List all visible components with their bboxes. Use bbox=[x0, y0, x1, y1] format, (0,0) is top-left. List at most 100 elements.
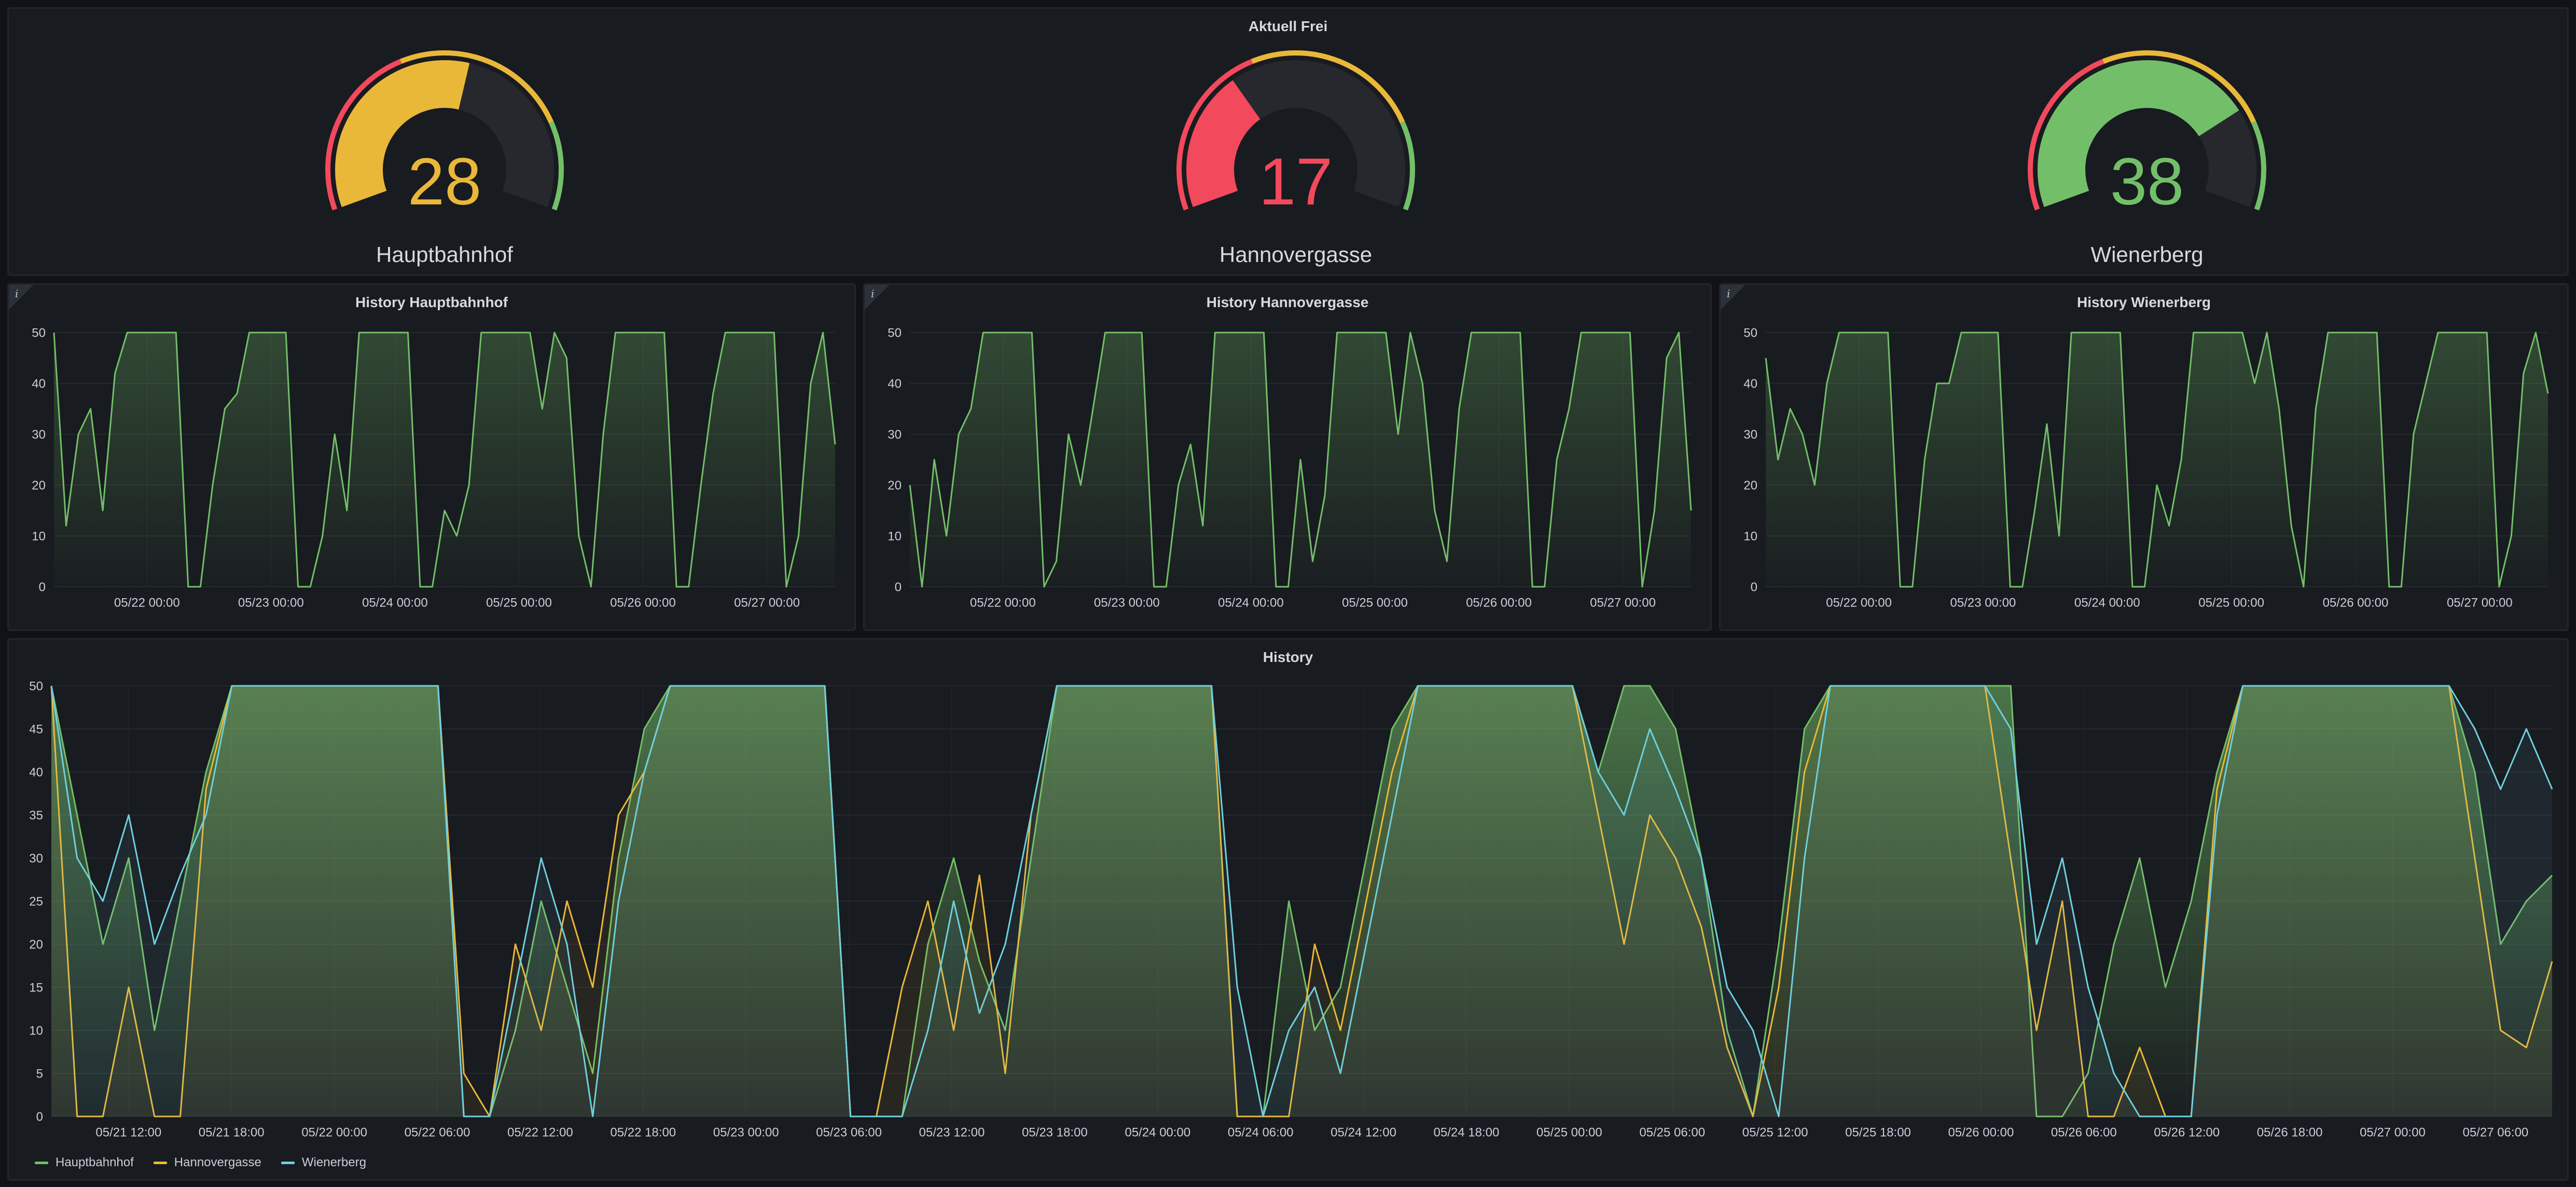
x-tick-label: 05/27 00:00 bbox=[734, 596, 800, 610]
gauge-threshold-2 bbox=[2251, 121, 2266, 211]
series-line-hannovergasse[interactable] bbox=[50, 685, 2553, 1117]
x-tick-label: 05/25 12:00 bbox=[1742, 1125, 1808, 1139]
y-tick-label: 0 bbox=[39, 580, 46, 594]
history-chart-main[interactable]: 0 5 10 15 20 25 30 35 40 45 50 05/21 12:00 05/21 18:… bbox=[7, 638, 2569, 1181]
gauge-label: Hauptbahnhof bbox=[376, 242, 513, 267]
legend-label: Hannovergasse bbox=[174, 1155, 261, 1169]
history-panel-wienerberg[interactable]: i History Wienerberg 0 10 20 30 40 50 05/22 00… bbox=[1719, 283, 2569, 631]
y-tick-label: 20 bbox=[1743, 478, 1757, 492]
info-icon[interactable]: i bbox=[1721, 285, 1746, 310]
x-tick-label: 05/24 00:00 bbox=[362, 596, 428, 610]
y-tick-label: 35 bbox=[29, 808, 43, 822]
y-tick-label: 10 bbox=[32, 529, 46, 543]
info-icon[interactable]: i bbox=[9, 285, 34, 310]
x-tick-label: 05/25 00:00 bbox=[1536, 1125, 1602, 1139]
y-tick-label: 0 bbox=[36, 1110, 43, 1124]
series-area-wienerberg bbox=[51, 686, 2552, 1116]
x-tick-label: 05/25 18:00 bbox=[1845, 1125, 1911, 1139]
panel-title: Aktuell Frei bbox=[1248, 18, 1328, 34]
x-tick-label: 05/26 18:00 bbox=[2257, 1125, 2323, 1139]
x-tick-label: 05/27 00:00 bbox=[2447, 596, 2513, 610]
series-line-wienerberg[interactable] bbox=[50, 685, 2553, 1117]
gauge-label: Hannovergasse bbox=[1219, 242, 1373, 267]
gauge-fill bbox=[1186, 80, 1261, 208]
y-tick-label: 20 bbox=[29, 937, 43, 951]
legend-item-hannovergasse[interactable]: Hannovergasse bbox=[153, 1155, 261, 1170]
y-tick-label: 30 bbox=[888, 427, 902, 441]
x-tick-label: 05/25 00:00 bbox=[2198, 596, 2264, 610]
legend-swatch bbox=[35, 1161, 48, 1164]
x-tick-label: 05/21 12:00 bbox=[95, 1125, 161, 1139]
gauge-threshold-1 bbox=[2102, 50, 2256, 123]
y-tick-label: 20 bbox=[32, 478, 46, 492]
gauge-arc bbox=[325, 50, 564, 211]
y-tick-label: 40 bbox=[32, 377, 46, 391]
x-tick-label: 05/26 00:00 bbox=[1948, 1125, 2014, 1139]
panel-title: History Hauptbahnhof bbox=[355, 294, 508, 310]
gauge-fill bbox=[335, 60, 470, 208]
panel-title: History bbox=[1263, 649, 1313, 665]
y-tick-label: 0 bbox=[895, 580, 902, 594]
gauge-value: 28 bbox=[407, 145, 482, 219]
x-tick-label: 05/23 00:00 bbox=[1950, 596, 2016, 610]
history-panel-hannovergasse[interactable]: i History Hannovergasse 0 10 20 30 40 50 05/22… bbox=[863, 283, 1712, 631]
gauge-threshold-0 bbox=[2028, 59, 2104, 211]
history-panel-main[interactable]: History 0 5 10 15 20 25 30 35 40 45 50 05/21 12:00 0… bbox=[7, 638, 2569, 1181]
y-tick-label: 50 bbox=[32, 326, 46, 340]
y-tick-label: 15 bbox=[29, 981, 43, 995]
x-tick-label: 05/22 06:00 bbox=[405, 1125, 470, 1139]
x-tick-label: 05/27 00:00 bbox=[2360, 1125, 2426, 1139]
gauge-threshold-1 bbox=[1251, 50, 1405, 123]
gauge-arc bbox=[1176, 50, 1415, 211]
history-chart[interactable]: 0 10 20 30 40 50 05/22 00:00 05/23 00:00 05/24 0… bbox=[863, 283, 1712, 631]
legend-item-hauptbahnhof[interactable]: Hauptbahnhof bbox=[35, 1155, 134, 1170]
y-tick-label: 0 bbox=[1751, 580, 1757, 594]
history-chart[interactable]: 0 10 20 30 40 50 05/22 00:00 05/23 00:00 05/24 0… bbox=[7, 283, 856, 631]
history-panel-hauptbahnhof[interactable]: i History Hauptbahnhof 0 10 20 30 40 50 05/22 … bbox=[7, 283, 856, 631]
y-tick-label: 40 bbox=[29, 765, 43, 779]
series-line-hauptbahnhof[interactable] bbox=[53, 332, 836, 588]
legend-swatch bbox=[153, 1161, 167, 1164]
x-tick-label: 05/23 12:00 bbox=[919, 1125, 985, 1139]
gauge-value: 38 bbox=[2110, 145, 2184, 219]
x-tick-label: 05/26 00:00 bbox=[610, 596, 676, 610]
gauge-label: Wienerberg bbox=[2090, 242, 2204, 267]
legend: Hauptbahnhof Hannovergasse Wienerberg bbox=[35, 1155, 366, 1170]
x-tick-label: 05/26 06:00 bbox=[2051, 1125, 2117, 1139]
gauge-hannovergasse: 17 Hannovergasse bbox=[1151, 45, 1441, 274]
series-line-wienerberg[interactable] bbox=[1765, 332, 2549, 588]
gauge-wienerberg: 38 Wienerberg bbox=[2002, 45, 2292, 274]
x-tick-label: 05/26 12:00 bbox=[2154, 1125, 2220, 1139]
gauge-threshold-0 bbox=[325, 59, 402, 211]
x-tick-label: 05/27 06:00 bbox=[2462, 1125, 2528, 1139]
y-tick-label: 50 bbox=[1743, 326, 1757, 340]
x-tick-label: 05/23 00:00 bbox=[1094, 596, 1160, 610]
history-chart[interactable]: 0 10 20 30 40 50 05/22 00:00 05/23 00:00 05/24 0… bbox=[1719, 283, 2569, 631]
x-tick-label: 05/23 00:00 bbox=[713, 1125, 779, 1139]
x-tick-label: 05/23 18:00 bbox=[1022, 1125, 1088, 1139]
gauge-threshold-2 bbox=[1400, 121, 1415, 211]
y-tick-label: 30 bbox=[32, 427, 46, 441]
x-tick-label: 05/26 00:00 bbox=[1466, 596, 1532, 610]
series-area-hauptbahnhof bbox=[51, 686, 2552, 1116]
legend-swatch bbox=[281, 1161, 295, 1164]
y-tick-label: 40 bbox=[888, 377, 902, 391]
x-tick-label: 05/23 00:00 bbox=[238, 596, 304, 610]
x-tick-label: 05/24 18:00 bbox=[1434, 1125, 1500, 1139]
x-tick-label: 05/21 18:00 bbox=[199, 1125, 265, 1139]
x-tick-label: 05/22 00:00 bbox=[301, 1125, 367, 1139]
y-tick-label: 10 bbox=[888, 529, 902, 543]
series-line-hannovergasse[interactable] bbox=[909, 332, 1692, 588]
x-tick-label: 05/25 00:00 bbox=[486, 596, 552, 610]
legend-item-wienerberg[interactable]: Wienerberg bbox=[281, 1155, 366, 1170]
x-tick-label: 05/24 00:00 bbox=[1218, 596, 1284, 610]
x-tick-label: 05/24 00:00 bbox=[1125, 1125, 1190, 1139]
x-tick-label: 05/22 12:00 bbox=[507, 1125, 573, 1139]
x-tick-label: 05/24 12:00 bbox=[1331, 1125, 1396, 1139]
info-icon[interactable]: i bbox=[865, 285, 890, 310]
y-tick-label: 5 bbox=[36, 1067, 43, 1081]
x-tick-label: 05/25 06:00 bbox=[1639, 1125, 1705, 1139]
x-tick-label: 05/22 00:00 bbox=[1826, 596, 1892, 610]
gauge-arc bbox=[2028, 50, 2266, 211]
y-tick-label: 10 bbox=[29, 1024, 43, 1038]
